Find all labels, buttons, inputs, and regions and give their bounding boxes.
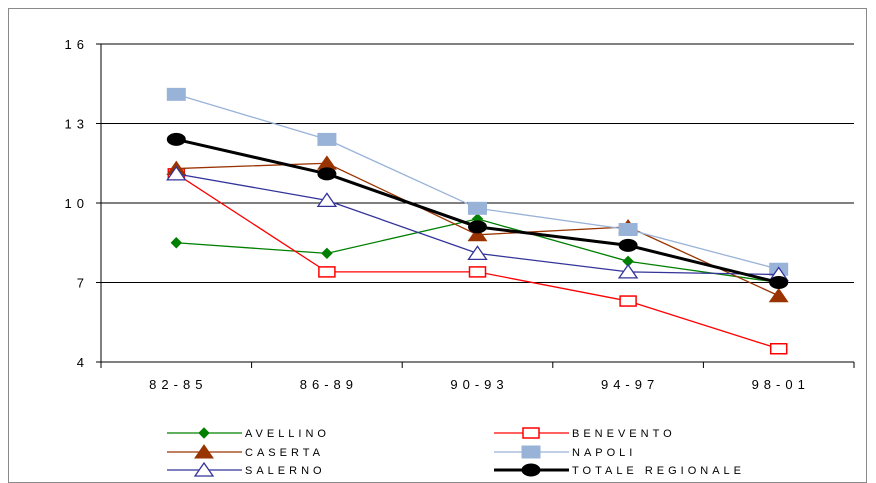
legend-item: NAPOLI [494, 445, 636, 459]
data-point [618, 238, 638, 252]
data-point [769, 343, 788, 355]
data-point [166, 132, 186, 146]
data-point [170, 237, 183, 249]
legend-label: BENEVENTO [572, 428, 676, 440]
x-tick-label: 82-85 [149, 377, 207, 392]
legend-swatch-marker [198, 427, 210, 439]
legend-item: CASERTA [167, 444, 324, 459]
x-tick-label: 94-97 [601, 377, 659, 392]
data-point [618, 223, 638, 236]
legend-label: AVELLINO [245, 428, 330, 440]
legend-swatch-marker [522, 427, 540, 439]
data-point [166, 87, 186, 101]
data-point [468, 201, 487, 215]
chart-frame: 4 7 10 13 16 82-85 86-89 90-93 94-97 98-01 AVELLI… [8, 8, 867, 483]
data-point [617, 263, 639, 279]
data-point [317, 132, 337, 146]
legend-label: TOTALE REGIONALE [572, 465, 745, 477]
x-tick-label: 98-01 [752, 377, 810, 392]
y-tick-label: 4 [77, 355, 89, 370]
data-point [768, 287, 789, 303]
data-point [318, 266, 336, 278]
y-tick-label: 13 [65, 117, 89, 132]
data-point [316, 192, 338, 208]
data-point [468, 266, 487, 278]
legend-item: SALERNO [167, 461, 326, 477]
data-point [321, 247, 333, 260]
x-tick-label: 90-93 [450, 377, 508, 392]
data-point [769, 276, 789, 289]
legend-swatch-marker [521, 445, 541, 459]
data-point [316, 155, 337, 170]
data-point [317, 167, 337, 181]
y-tick-label: 7 [77, 276, 89, 291]
series-totale-regionale [166, 132, 789, 289]
y-tick-label: 10 [65, 196, 89, 211]
legend-swatch-marker [193, 461, 215, 477]
legend-swatch-marker [194, 444, 214, 459]
data-point [619, 295, 637, 307]
line-chart: 4 7 10 13 16 82-85 86-89 90-93 94-97 98-01 AVELLI… [65, 37, 855, 477]
legend-label: CASERTA [245, 447, 324, 459]
y-tick-label: 16 [65, 37, 89, 52]
data-point [468, 220, 487, 234]
series-line [176, 93, 779, 270]
legend-label: NAPOLI [572, 447, 636, 459]
legend-item: AVELLINO [167, 427, 330, 440]
legend-item: BENEVENTO [494, 427, 676, 440]
x-tick-label: 86-89 [300, 377, 358, 392]
data-point [166, 165, 187, 181]
data-point [467, 226, 488, 242]
data-point [467, 245, 488, 261]
legend-swatch-marker [521, 463, 541, 477]
legend-label: SALERNO [245, 465, 326, 477]
legend-item: TOTALE REGIONALE [494, 463, 745, 477]
